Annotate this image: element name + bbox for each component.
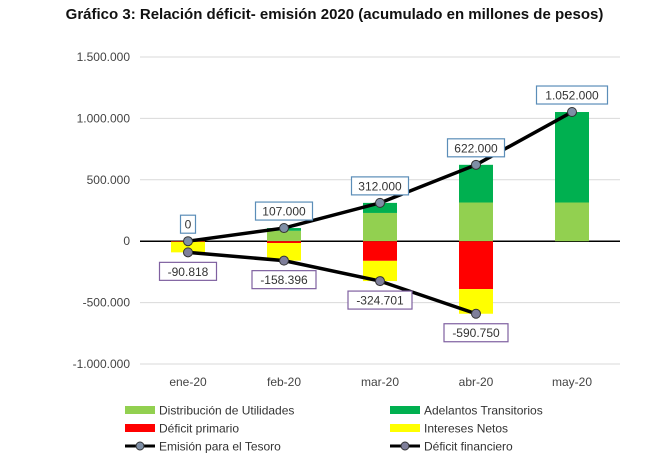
y-tick-label: -500.000 bbox=[83, 296, 131, 310]
bar-segment bbox=[459, 202, 493, 242]
bar-segment bbox=[171, 241, 205, 253]
data-label-box bbox=[535, 85, 609, 105]
bar-segment bbox=[363, 260, 397, 282]
x-tick-label: feb-20 bbox=[267, 375, 301, 389]
x-tick-label: abr-20 bbox=[459, 375, 494, 389]
x-tick-label: ene-20 bbox=[169, 375, 207, 389]
legend-label: Déficit financiero bbox=[424, 440, 513, 454]
y-tick-label: 0 bbox=[123, 234, 130, 248]
legend-swatch bbox=[125, 424, 155, 432]
bar-segment bbox=[363, 241, 397, 261]
data-label-box bbox=[443, 323, 509, 343]
data-point bbox=[183, 247, 193, 258]
legend-label: Intereses Netos bbox=[424, 422, 508, 436]
bar-segment bbox=[363, 202, 397, 213]
data-label: 0 bbox=[185, 218, 192, 232]
legend-marker bbox=[400, 441, 410, 451]
data-point bbox=[375, 197, 385, 208]
data-label: -324.701 bbox=[356, 294, 404, 308]
data-label: -590.750 bbox=[452, 326, 500, 340]
data-label: -90.818 bbox=[168, 265, 209, 279]
legend-label: Distribución de Utilidades bbox=[159, 404, 294, 418]
series-line bbox=[187, 250, 477, 316]
x-tick-label: mar-20 bbox=[361, 375, 399, 389]
data-label-box bbox=[347, 290, 413, 310]
y-tick-label: 1.500.000 bbox=[77, 50, 131, 64]
legend-label: Adelantos Transitorios bbox=[424, 404, 543, 418]
data-point bbox=[375, 276, 385, 287]
bar-segment bbox=[267, 243, 301, 261]
data-point bbox=[279, 223, 289, 234]
y-tick-label: -1.000.000 bbox=[73, 357, 131, 371]
legend-swatch bbox=[125, 406, 155, 414]
chart-title: Gráfico 3: Relación déficit- emisión 202… bbox=[65, 6, 604, 23]
data-point bbox=[471, 159, 481, 170]
data-label: 312.000 bbox=[358, 179, 402, 193]
data-label-box bbox=[446, 138, 506, 158]
legend-swatch bbox=[390, 406, 420, 414]
bar-segment bbox=[363, 212, 397, 242]
y-tick-label: 1.000.000 bbox=[77, 111, 131, 125]
legend-marker bbox=[135, 441, 145, 451]
legend-swatch bbox=[390, 424, 420, 432]
bar-segment bbox=[555, 112, 589, 203]
bar-segment bbox=[267, 230, 301, 242]
data-label-box bbox=[251, 270, 317, 290]
data-label-box bbox=[254, 201, 314, 221]
data-label-box bbox=[350, 176, 410, 196]
data-label-box bbox=[158, 261, 218, 281]
data-label-box bbox=[179, 214, 197, 234]
data-point bbox=[183, 236, 193, 247]
bar-segment bbox=[459, 241, 493, 290]
data-point bbox=[567, 107, 577, 118]
x-tick-label: may-20 bbox=[552, 375, 592, 389]
legend-label: Emisión para el Tesoro bbox=[159, 440, 281, 454]
data-label: 622.000 bbox=[454, 141, 498, 155]
bar-segment bbox=[267, 241, 301, 244]
data-point bbox=[279, 255, 289, 266]
y-tick-label: 500.000 bbox=[87, 173, 131, 187]
data-label: 1.052.000 bbox=[545, 89, 599, 103]
data-point bbox=[471, 308, 481, 319]
data-label: 107.000 bbox=[262, 205, 306, 219]
data-label: -158.396 bbox=[260, 273, 308, 287]
legend-label: Déficit primario bbox=[159, 422, 239, 436]
bar-segment bbox=[555, 202, 589, 242]
